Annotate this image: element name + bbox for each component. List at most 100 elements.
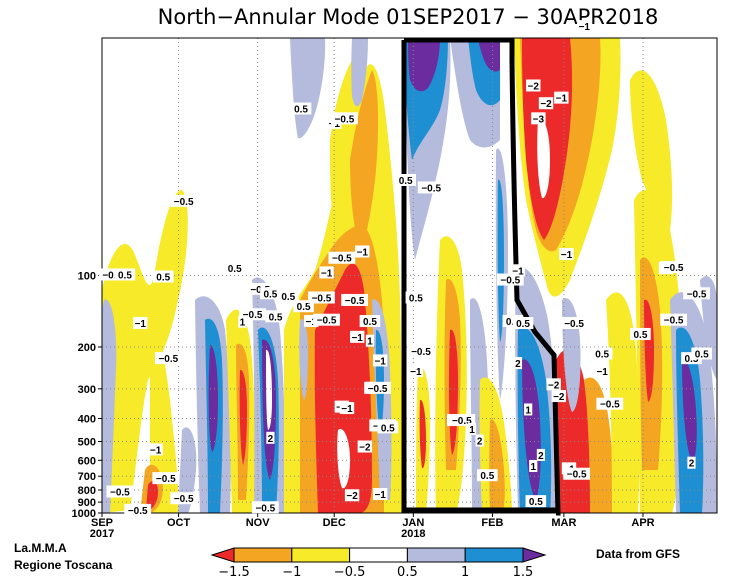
x-tick-label: APR [631,517,654,529]
contour-label: −0.5 [500,276,520,287]
contour-label: 0.5 [281,292,295,303]
colorbar-label: 0.5 [397,565,418,580]
chart-title: North−Annular Mode 01SEP2017 − 30APR2018 [158,5,659,29]
colorbar-label: 1.5 [513,565,534,580]
contour-labels: −0.50.5 0.5−0.5−1−0.5−1−0.5−0.5−0.5−0.50.… [98,20,712,517]
contour-label-bg [372,354,388,367]
colorbar-min-arrow [210,547,235,563]
contour-label: −0.5 [687,289,707,300]
contour-label-bg [170,194,198,207]
contour-label-bg [691,347,712,360]
y-tick-label: 900 [78,497,96,509]
contour-label-bg [591,347,613,360]
contour-label: 0.5 [695,349,709,360]
contour-label-bg [687,456,696,469]
y-tick-label: 300 [78,384,96,396]
contour-label: 0.5 [516,319,530,330]
colorbar-segment [233,547,293,563]
contour-label: −0.5 [317,316,337,327]
contour-label-bg [238,315,247,328]
colorbar-label: −0.5 [334,565,366,580]
contour-label-bg [328,251,356,264]
contour-label: 0.5 [118,271,132,282]
contour-label: −1 [410,367,422,378]
grid-lines [102,38,717,513]
contour-label: 1 [240,318,246,329]
contour-label: −0.5 [158,354,178,365]
contour-label-bg [359,315,381,328]
contour-label: 1 [367,337,373,348]
contour-label: −0.5 [600,400,620,411]
x-tick-label: OCT [167,517,191,529]
fill-lblue-apr2 [700,276,717,380]
fill-purple-jan-top [408,38,440,92]
x-tick-label: SEP [91,517,113,529]
contour-label: −0.5 [128,506,148,517]
contour-label: −0.5 [312,294,332,305]
highlight-box [401,37,561,516]
fill-red-nov [239,369,247,465]
colorbar-label: −1 [282,565,301,580]
fill-blue-jan3 [497,179,504,342]
contour-label-bg [683,287,710,300]
contour-label: 0.5 [294,104,308,115]
contour-label-bg [265,310,286,323]
contour-label-bg [344,489,360,502]
contour-label: −2 [359,443,371,454]
contour-label: 0.5 [685,354,699,365]
contour-label-bg [349,330,365,343]
fill-lblue-top2 [351,38,368,107]
contour-label: −0.5 [421,183,441,194]
contour-label: −1 [321,268,333,279]
contour-label-bg [260,287,281,300]
fill-yellow-apr-top [630,70,673,230]
contour-label-bg [407,345,435,358]
contour-label: −0.5 [332,254,352,265]
contour-label-bg [290,102,312,115]
contour-label-bg [525,495,547,508]
contour-label: −0.5 [102,271,122,282]
contour-label: 2 [515,359,521,370]
contour-label-bg [475,434,484,447]
contour-label-bg [529,459,538,472]
y-tick-label: 500 [78,437,96,449]
y-tick-label: 600 [78,455,96,467]
y-tick-label: 200 [78,342,96,354]
fill-blue-sep [102,299,117,513]
contour-label: −1 [512,266,524,277]
x-tick-year: 2017 [90,528,114,540]
x-tick-label: MAR [551,517,576,529]
colorbar-segment [464,547,524,563]
fill-red-apr [644,299,654,402]
contour-label-bg [560,316,588,329]
contour-label-bg [372,488,388,501]
fill-red-oct [146,480,158,511]
contour-label: 0.5 [156,273,170,284]
fill-white-mar1 [537,119,550,199]
contour-label-bg [319,266,334,279]
contour-label: 0.5 [381,423,395,434]
contour-label-bg [417,181,445,194]
contour-label: −1 [150,445,162,456]
contour-label-bg [546,378,561,391]
contour-label-bg [513,357,523,370]
contour-label-bg [148,443,163,456]
x-tick-label: FEB [481,517,503,529]
contour-label-bg [526,79,541,92]
contour-label: −0.5 [335,114,355,125]
contour-label-bg [364,381,392,394]
contour-label: −0.5 [368,384,388,395]
fill-white-dec [337,429,350,489]
contour-label: −1 [579,22,591,33]
contour-label: 0.5 [529,497,543,508]
contour-label: −1 [135,319,147,330]
contour-label-bg [512,316,534,329]
contour-label: −0.5 [664,263,684,274]
contour-label: −0.5 [567,470,587,481]
fill-red-jan-left [419,399,426,469]
contour-label: −0.5 [156,474,176,485]
contour-label: −1 [357,247,369,258]
contour-label: −1 [374,490,386,501]
data-source: Data from GFS [596,547,680,561]
contour-label-bg [106,485,134,498]
